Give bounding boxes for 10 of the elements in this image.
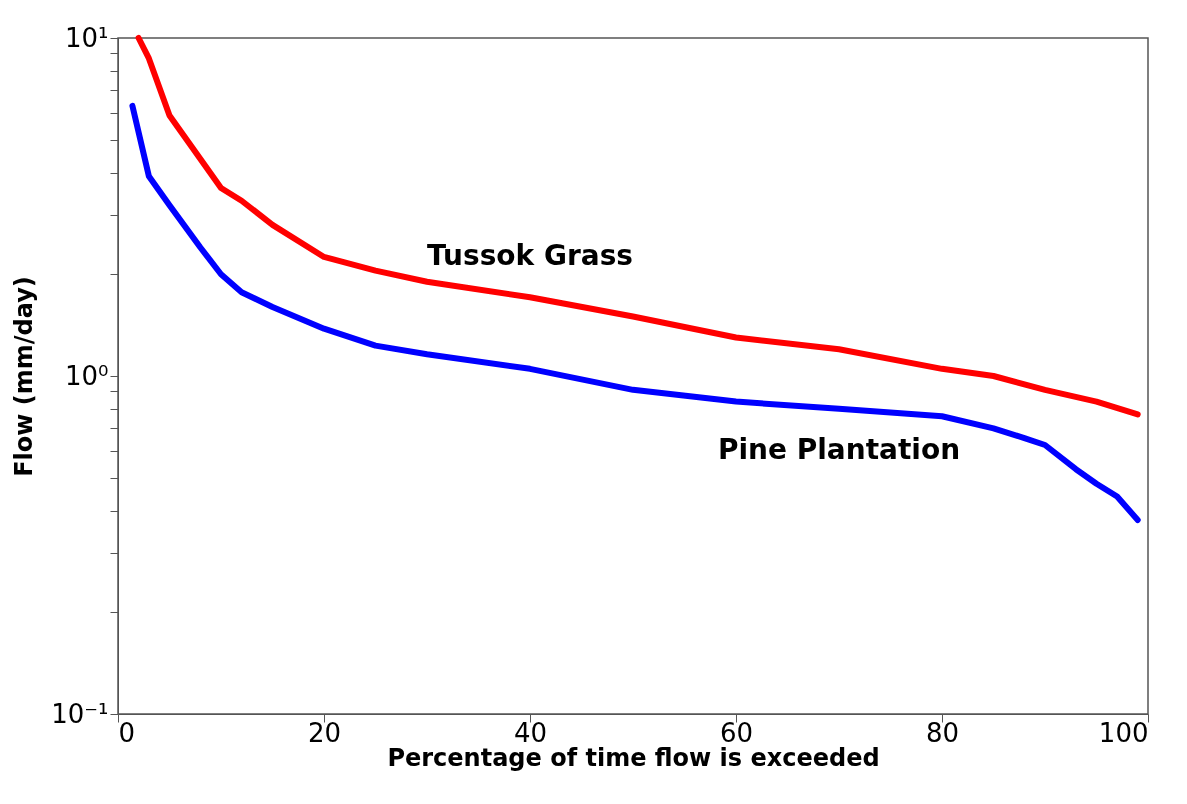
y-tick-label: 10⁻¹ <box>51 698 109 729</box>
series-label: Pine Plantation <box>717 432 961 466</box>
x-tick-label: 0 <box>118 717 136 748</box>
x-tick-label: 20 <box>307 717 342 748</box>
y-tick-label: 10¹ <box>64 22 109 53</box>
x-tick-label: 80 <box>925 717 960 748</box>
series-label: Tussok Grass <box>427 239 633 273</box>
x-tick-label: 100 <box>1098 717 1149 748</box>
y-axis-title: Flow (mm/day) <box>10 276 39 477</box>
y-tick-label: 10⁰ <box>64 360 109 391</box>
